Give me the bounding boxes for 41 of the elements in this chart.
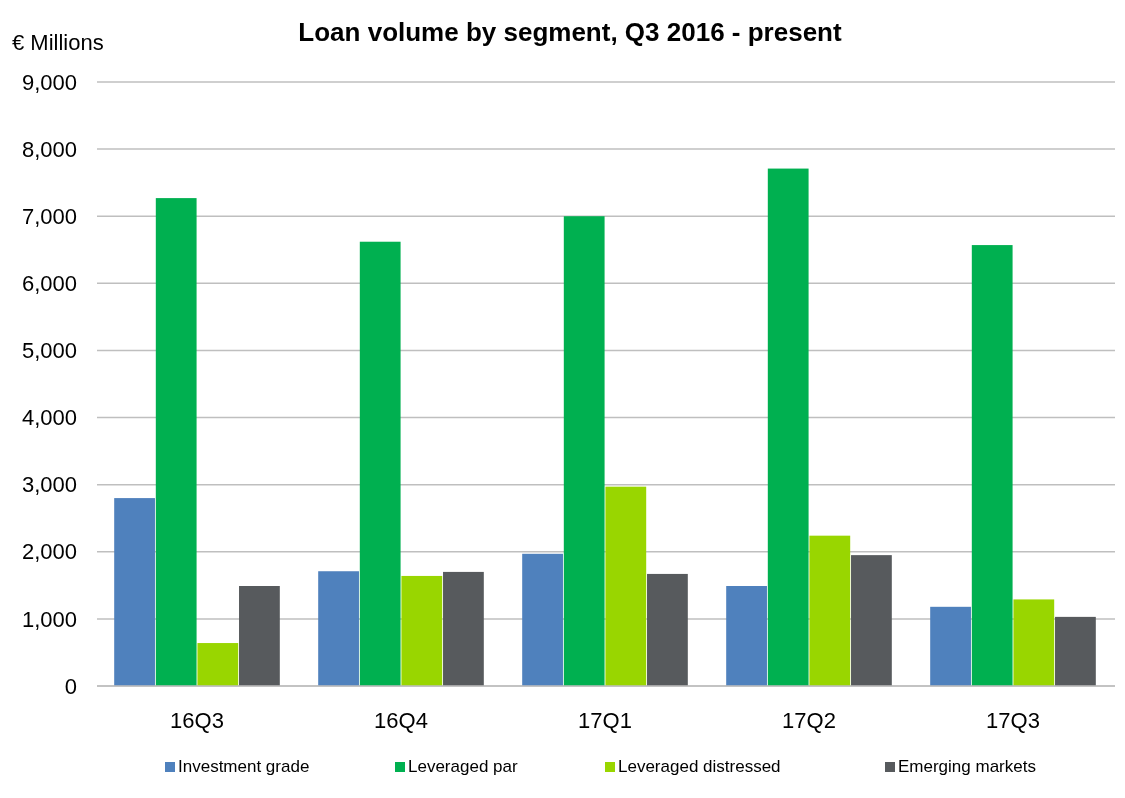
y-tick-label: 4,000 xyxy=(21,405,77,431)
bar xyxy=(605,486,647,686)
bar xyxy=(767,168,809,686)
y-tick-label: 8,000 xyxy=(21,136,77,162)
bar xyxy=(1055,616,1096,686)
bar xyxy=(930,606,971,686)
bar xyxy=(197,643,239,686)
y-tick-label: 0 xyxy=(64,673,77,699)
legend-label: Leveraged par xyxy=(408,757,518,776)
y-tick-label: 9,000 xyxy=(21,69,77,95)
x-tick-label: 17Q1 xyxy=(578,708,632,733)
x-tick-label: 17Q2 xyxy=(782,708,836,733)
y-tick-label: 6,000 xyxy=(21,271,77,297)
bar xyxy=(647,573,688,686)
y-tick-label: 3,000 xyxy=(21,472,77,498)
x-tick-label: 16Q3 xyxy=(170,708,224,733)
legend-label: Emerging markets xyxy=(898,757,1036,776)
x-tick-label: 16Q4 xyxy=(374,708,428,733)
legend-label: Investment grade xyxy=(178,757,310,776)
legend-label: Leveraged distressed xyxy=(618,757,781,776)
bar xyxy=(522,553,563,686)
bar xyxy=(114,498,155,686)
bar xyxy=(155,198,197,686)
bar xyxy=(239,586,280,686)
y-tick-label: 7,000 xyxy=(21,203,77,229)
chart-title: Loan volume by segment, Q3 2016 - present xyxy=(298,17,842,47)
x-tick-label: 17Q3 xyxy=(986,708,1040,733)
bar xyxy=(318,571,359,686)
bar xyxy=(851,555,892,686)
bar xyxy=(401,575,443,686)
bar xyxy=(359,241,401,686)
bar xyxy=(726,586,767,686)
y-axis-title: € Millions xyxy=(12,30,104,55)
y-tick-label: 5,000 xyxy=(21,338,77,364)
bar xyxy=(1013,599,1055,686)
bar xyxy=(809,535,851,686)
bar xyxy=(563,216,605,686)
y-tick-label: 1,000 xyxy=(21,606,77,632)
bar xyxy=(971,245,1013,686)
y-tick-label: 2,000 xyxy=(21,539,77,565)
bar xyxy=(443,571,484,686)
